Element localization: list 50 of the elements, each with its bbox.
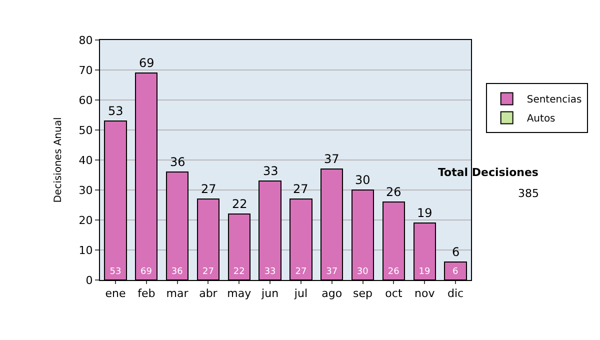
y-tick-label: 40 (78, 154, 93, 167)
y-tick-label: 30 (78, 184, 93, 197)
total-label: 26 (386, 185, 402, 199)
total-label: 27 (201, 182, 216, 196)
data-label: 69 (140, 267, 152, 277)
total-label: 36 (170, 155, 186, 169)
data-label: 33 (264, 267, 276, 277)
annotation: Total Decisiones (438, 166, 539, 179)
x-tick-label: feb (138, 287, 156, 300)
total-label: 6 (452, 245, 460, 259)
total-label: 37 (324, 152, 340, 166)
data-label: 6 (452, 267, 459, 277)
x-tick-label: jul (293, 287, 308, 300)
legend-label: Sentencias (526, 94, 582, 106)
y-tick-label: 50 (78, 124, 93, 137)
legend-label: Autos (526, 114, 556, 125)
data-label: 30 (356, 267, 369, 277)
x-tick-label: may (227, 287, 252, 300)
y-axis-title: Decisiones Anual (52, 117, 64, 203)
x-tick-label: abr (199, 287, 218, 300)
x-tick-label: jun (260, 287, 279, 300)
total-label: 19 (417, 206, 432, 220)
y-tick-label: 0 (86, 274, 93, 287)
x-tick-label: nov (414, 287, 436, 300)
total-label: 22 (232, 197, 248, 211)
x-tick-label: dic (447, 287, 464, 300)
data-label: 26 (388, 267, 400, 277)
x-tick-label: oct (385, 287, 403, 300)
y-tick-label: 20 (78, 214, 93, 227)
x-tick-label: sep (353, 287, 373, 300)
y-tick-label: 70 (78, 64, 93, 77)
total-label: 27 (293, 182, 308, 196)
data-label: 36 (171, 267, 184, 277)
text: 385 (518, 187, 539, 200)
data-label: 37 (326, 267, 338, 277)
x-tick-label: ago (322, 287, 342, 300)
data-label: 27 (295, 267, 307, 277)
data-label: 27 (202, 267, 214, 277)
total-label: 33 (263, 164, 278, 178)
total-label: 69 (139, 56, 154, 70)
total-label: 53 (108, 104, 124, 118)
data-label: 53 (110, 267, 122, 277)
x-tick-label: ene (105, 287, 126, 300)
total-label: 30 (355, 173, 370, 187)
data-label: 19 (418, 267, 430, 277)
x-tick-label: mar (166, 287, 189, 300)
y-tick-label: 60 (78, 94, 93, 107)
data-label: 22 (233, 267, 245, 277)
y-tick-label: 10 (78, 244, 93, 257)
y-tick-label: 80 (78, 34, 93, 47)
